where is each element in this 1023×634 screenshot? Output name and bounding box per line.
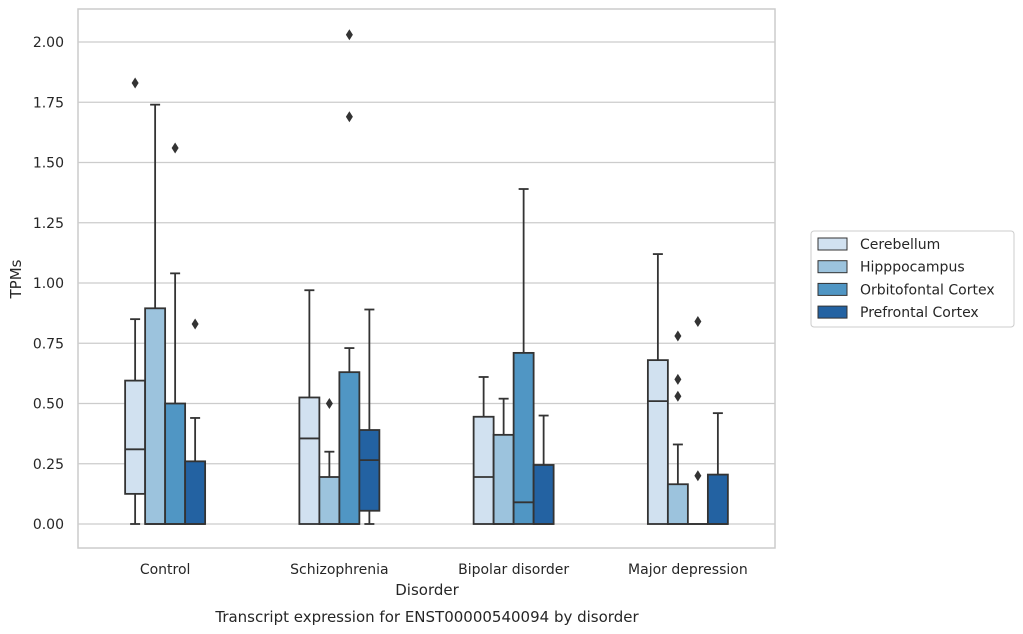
box-layer bbox=[124, 29, 729, 525]
y-tick-label: 0.75 bbox=[33, 336, 64, 352]
box-1-0 bbox=[144, 103, 167, 525]
outlier-point bbox=[674, 390, 682, 402]
outlier-point bbox=[131, 77, 139, 89]
legend-item: Prefrontal Cortex bbox=[817, 305, 979, 321]
box-body bbox=[532, 464, 555, 525]
box-1-1 bbox=[318, 398, 341, 525]
legend-label: Orbitofontal Cortex bbox=[860, 282, 995, 298]
outlier-point bbox=[345, 111, 353, 123]
y-tick-label: 1.25 bbox=[33, 216, 64, 232]
outlier-point bbox=[191, 318, 199, 330]
outlier-point bbox=[325, 398, 333, 409]
legend-item: Hipppocampus bbox=[817, 260, 965, 276]
legend-label: Hipppocampus bbox=[860, 260, 965, 276]
legend-swatch bbox=[817, 260, 848, 274]
legend: Cerebellum Hipppocampus Orbitofontal Corte… bbox=[810, 230, 1015, 328]
x-axis-label: Disorder bbox=[395, 581, 459, 599]
x-tick-label: Bipolar disorder bbox=[458, 562, 569, 578]
x-tick-label: Control bbox=[140, 562, 191, 578]
y-axis-label: TPMs bbox=[7, 259, 25, 299]
box-0-2 bbox=[472, 376, 495, 525]
box-body bbox=[512, 351, 535, 525]
y-tick-label: 1.75 bbox=[33, 95, 64, 111]
box-1-3 bbox=[666, 330, 689, 525]
legend-label: Cerebellum bbox=[860, 237, 940, 253]
chart-caption: Transcript expression for ENST0000054009… bbox=[214, 608, 639, 626]
box-body bbox=[338, 371, 361, 525]
box-body bbox=[666, 483, 689, 525]
box-3-1 bbox=[358, 308, 381, 525]
box-body bbox=[318, 476, 341, 525]
legend-swatch bbox=[817, 305, 848, 319]
box-body bbox=[298, 396, 321, 525]
y-tick-label: 1.50 bbox=[33, 156, 64, 172]
box-0-0 bbox=[124, 77, 147, 525]
y-tick-label: 1.00 bbox=[33, 276, 64, 292]
x-tick-label: Major depression bbox=[628, 562, 748, 578]
box-3-0 bbox=[184, 318, 207, 525]
box-body bbox=[164, 402, 187, 525]
box-body bbox=[492, 433, 515, 525]
box-body bbox=[124, 379, 147, 495]
box-body bbox=[472, 415, 495, 525]
axis-labels: 0.00 0.25 0.50 0.75 1.00 1.25 1.50 1.75 2.00 Cont… bbox=[33, 35, 748, 578]
legend-swatch bbox=[817, 282, 848, 296]
box-2-2 bbox=[512, 188, 535, 525]
box-body bbox=[706, 473, 729, 525]
box-body bbox=[646, 359, 669, 525]
y-tick-label: 2.00 bbox=[33, 35, 64, 51]
outlier-point bbox=[674, 330, 682, 342]
y-tick-label: 0.25 bbox=[33, 457, 64, 473]
box-0-1 bbox=[298, 289, 321, 525]
outlier-point bbox=[674, 373, 682, 385]
plot-frame bbox=[77, 8, 776, 549]
y-tick-label: 0.50 bbox=[33, 397, 64, 413]
box-body bbox=[144, 307, 167, 525]
legend-item: Cerebellum bbox=[817, 237, 940, 253]
outlier-point bbox=[345, 29, 353, 41]
legend-frame bbox=[810, 230, 1015, 328]
box-body bbox=[358, 429, 381, 512]
box-3-3 bbox=[706, 412, 729, 525]
outlier-point bbox=[171, 142, 179, 154]
box-2-3 bbox=[687, 316, 708, 525]
outlier-point bbox=[694, 316, 702, 328]
x-tick-label: Schizophrenia bbox=[290, 562, 388, 578]
legend-item: Orbitofontal Cortex bbox=[817, 282, 995, 298]
box-body bbox=[184, 460, 207, 525]
box-1-2 bbox=[492, 397, 515, 525]
box-2-1 bbox=[338, 29, 361, 525]
legend-swatch bbox=[817, 237, 848, 251]
outlier-point bbox=[694, 470, 702, 482]
box-2-0 bbox=[164, 142, 187, 525]
box-0-3 bbox=[646, 253, 669, 525]
legend-label: Prefrontal Cortex bbox=[860, 305, 979, 321]
box-3-2 bbox=[532, 414, 555, 525]
y-tick-label: 0.00 bbox=[33, 517, 64, 533]
